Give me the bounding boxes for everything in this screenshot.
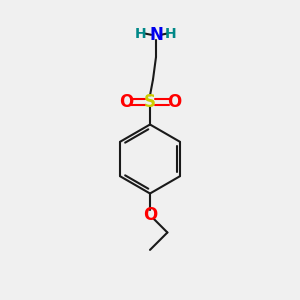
- Text: N: N: [149, 26, 163, 44]
- Text: H: H: [135, 27, 147, 40]
- Text: O: O: [143, 206, 157, 224]
- Text: S: S: [144, 93, 156, 111]
- Text: O: O: [167, 93, 181, 111]
- Text: O: O: [119, 93, 133, 111]
- Text: H: H: [165, 27, 177, 40]
